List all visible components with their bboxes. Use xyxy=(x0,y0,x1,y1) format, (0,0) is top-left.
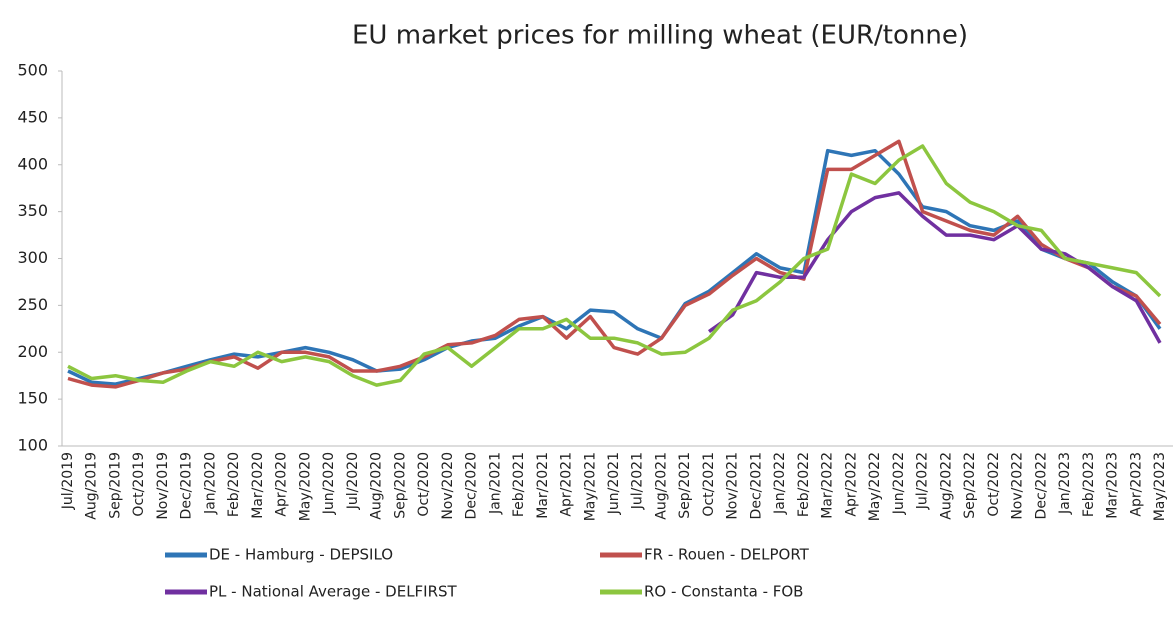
x-tick-label: Sep/2022 xyxy=(962,452,978,519)
x-tick-label: Jul/2021 xyxy=(630,452,646,510)
x-tick-label: Oct/2022 xyxy=(986,452,1002,517)
y-tick-label: 400 xyxy=(17,154,48,173)
x-tick-label: Mar/2023 xyxy=(1105,452,1121,519)
y-tick-label: 350 xyxy=(17,201,48,220)
x-tick-label: Nov/2019 xyxy=(155,452,171,520)
x-tick-label: Feb/2020 xyxy=(226,452,242,517)
x-tick-label: Dec/2020 xyxy=(464,452,480,519)
legend-label: PL - National Average - DELFIRST xyxy=(209,583,458,601)
x-tick-label: Oct/2020 xyxy=(416,452,432,517)
x-tick-label: Dec/2022 xyxy=(1033,452,1049,519)
x-tick-label: Aug/2019 xyxy=(84,452,100,520)
x-tick-label: May/2021 xyxy=(582,452,598,521)
x-tick-label: Jan/2022 xyxy=(772,452,788,515)
x-tick-label: Jul/2020 xyxy=(345,452,361,510)
x-tick-label: Mar/2020 xyxy=(250,452,266,519)
legend-label: RO - Constanta - FOB xyxy=(644,583,803,601)
x-tick-label: Apr/2022 xyxy=(843,452,859,517)
legend-label: FR - Rouen - DELPORT xyxy=(644,546,810,564)
x-tick-label: Jan/2020 xyxy=(202,452,218,515)
x-tick-label: Apr/2020 xyxy=(274,452,290,517)
x-tick-label: Aug/2020 xyxy=(369,452,385,520)
x-tick-label: Aug/2021 xyxy=(653,452,669,520)
y-tick-label: 500 xyxy=(17,61,48,80)
x-tick-label: Nov/2022 xyxy=(1010,452,1026,520)
x-tick-label: Jan/2023 xyxy=(1057,452,1073,515)
x-tick-label: Apr/2023 xyxy=(1128,452,1144,517)
series-line xyxy=(67,139,1162,389)
x-tick-label: Jun/2022 xyxy=(891,452,907,515)
x-tick-label: Feb/2022 xyxy=(796,452,812,517)
x-tick-label: Aug/2022 xyxy=(938,452,954,520)
y-tick-label: 250 xyxy=(17,295,48,314)
x-tick-label: May/2023 xyxy=(1152,452,1168,521)
x-tick-label: Nov/2020 xyxy=(440,452,456,520)
x-tick-label: Sep/2020 xyxy=(392,452,408,519)
y-tick-label: 300 xyxy=(17,248,48,267)
x-tick-label: May/2022 xyxy=(867,452,883,521)
x-tick-label: Mar/2021 xyxy=(535,452,551,519)
x-tick-label: Mar/2022 xyxy=(820,452,836,519)
x-tick-label: Sep/2019 xyxy=(107,452,123,519)
y-tick-label: 200 xyxy=(17,342,48,361)
x-tick-label: Feb/2023 xyxy=(1081,452,1097,517)
series-line xyxy=(67,144,1162,387)
y-tick-label: 450 xyxy=(17,107,48,126)
x-tick-label: Jun/2021 xyxy=(606,452,622,515)
x-tick-label: Oct/2021 xyxy=(701,452,717,517)
chart-title: EU market prices for milling wheat (EUR/… xyxy=(352,21,968,51)
x-tick-label: Sep/2021 xyxy=(677,452,693,519)
x-tick-label: Dec/2021 xyxy=(748,452,764,519)
x-tick-label: Jan/2021 xyxy=(487,452,503,515)
x-tick-label: Oct/2019 xyxy=(131,452,147,517)
x-tick-label: Jul/2019 xyxy=(60,452,76,510)
x-tick-label: Jun/2020 xyxy=(321,452,337,515)
x-tick-label: Dec/2019 xyxy=(179,452,195,519)
legend-label: DE - Hamburg - DEPSILO xyxy=(209,546,393,564)
x-tick-label: Feb/2021 xyxy=(511,452,527,517)
x-tick-label: Jul/2022 xyxy=(915,452,931,510)
x-tick-label: May/2020 xyxy=(297,452,313,521)
x-tick-label: Nov/2021 xyxy=(725,452,741,520)
x-tick-label: Apr/2021 xyxy=(559,452,575,517)
y-tick-label: 150 xyxy=(17,389,48,408)
y-tick-label: 100 xyxy=(17,436,48,455)
